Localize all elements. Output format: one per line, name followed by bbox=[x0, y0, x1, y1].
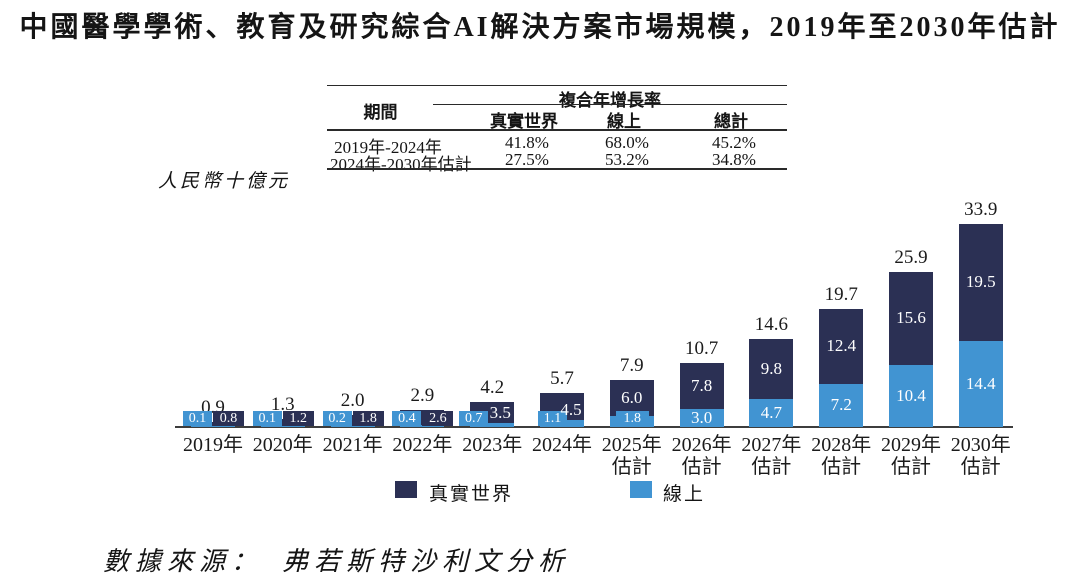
table-row1-real-world: 41.8% bbox=[505, 133, 549, 152]
bar-total-label: 19.7 bbox=[824, 283, 858, 305]
legend-swatch-online bbox=[630, 481, 652, 498]
bar-segment-real-world bbox=[609, 379, 654, 417]
value-badge-real-world: 1.2 bbox=[282, 411, 314, 426]
value-label-online: 14.4 bbox=[965, 373, 996, 393]
table-row2-total: 34.8% bbox=[712, 150, 756, 169]
x-axis-category-label: 2029年 估計 bbox=[866, 434, 956, 478]
value-badge-online: 0.1 bbox=[183, 411, 212, 426]
bar-segment-real-world bbox=[889, 271, 933, 365]
value-badge-real-world: 2.6 bbox=[422, 411, 454, 426]
table-row2-real-world: 27.5% bbox=[505, 150, 549, 169]
value-label-real-world: 15.6 bbox=[896, 308, 926, 328]
bar-segment-online bbox=[749, 398, 794, 427]
value-badge-online: 1.8 bbox=[615, 411, 649, 426]
x-axis-category-suffix: 估計 bbox=[891, 456, 931, 478]
bar-segment-online bbox=[889, 364, 933, 427]
chart-title: 中國醫學學術、教育及研究綜合AI解決方案市場規模，2019年至2030年估計 bbox=[19, 12, 1061, 43]
y-axis-unit-label: 人民幣十億元 bbox=[158, 171, 291, 192]
x-axis-category-suffix: 估計 bbox=[681, 456, 722, 478]
bar-total-label: 5.7 bbox=[550, 367, 574, 389]
value-label-real-world: 9.8 bbox=[760, 359, 783, 379]
bar-total-label: 14.6 bbox=[754, 314, 789, 336]
bar-segment-real-world bbox=[679, 362, 724, 409]
x-axis-line bbox=[175, 426, 1013, 428]
x-axis-category-label: 2022年 bbox=[392, 434, 453, 456]
value-badge-real-world: 1.8 bbox=[352, 411, 384, 426]
x-axis-category-label: 2030年 估計 bbox=[936, 434, 1026, 478]
x-axis-category-label: 2026年 估計 bbox=[657, 434, 747, 478]
bar-segment-online bbox=[260, 426, 305, 427]
table-top-rule bbox=[327, 85, 787, 86]
bar-total-label: 25.9 bbox=[894, 246, 928, 268]
table-col-header-total: 總計 bbox=[714, 112, 748, 131]
table-mid-rule bbox=[327, 129, 787, 131]
table-row2-period: 2024年-2030年估計 bbox=[330, 155, 472, 174]
bar-total-label: 10.7 bbox=[684, 337, 719, 359]
value-badge-real-world: 0.8 bbox=[213, 411, 244, 426]
table-row1-total: 45.2% bbox=[712, 133, 756, 152]
value-badge-online: 0.1 bbox=[252, 411, 282, 426]
table-period-header: 期間 bbox=[363, 103, 398, 122]
value-label-real-world: 7.8 bbox=[690, 375, 713, 395]
x-axis-category-label: 2021年 bbox=[322, 434, 383, 456]
bar-segment-online bbox=[679, 409, 724, 427]
bar-segment-online bbox=[191, 426, 235, 427]
value-label-real-world: 6.0 bbox=[621, 387, 643, 407]
x-axis-category-suffix: 估計 bbox=[611, 456, 652, 478]
bar-total-label: 33.9 bbox=[964, 198, 998, 220]
table-col-header-online: 線上 bbox=[607, 112, 641, 131]
bar-segment-online bbox=[330, 425, 375, 427]
table-cagr-underline bbox=[433, 104, 787, 105]
legend-swatch-real-world bbox=[395, 481, 417, 498]
value-badge-online: 0.2 bbox=[322, 411, 352, 426]
bar-total-label: 2.0 bbox=[340, 390, 365, 411]
x-axis-category-label: 2023年 bbox=[462, 434, 523, 456]
x-axis-category-label: 2019年 bbox=[183, 434, 243, 456]
bar-segment-online bbox=[470, 422, 515, 427]
value-label-online: 10.4 bbox=[896, 385, 926, 405]
value-label-real-world: 19.5 bbox=[965, 272, 996, 292]
data-source-note: 數據來源： 弗若斯特沙利文分析 bbox=[103, 547, 571, 576]
bar-total-label: 4.2 bbox=[480, 376, 505, 398]
x-axis-category-label: 2028年 估計 bbox=[796, 434, 886, 478]
bar-total-label: 1.3 bbox=[270, 394, 295, 416]
x-axis-category-suffix: 估計 bbox=[960, 456, 1001, 478]
table-cagr-header: 複合年增長率 bbox=[559, 91, 661, 110]
bar-segment-online bbox=[958, 340, 1003, 427]
value-badge-online: 0.7 bbox=[459, 411, 489, 426]
table-row1-period: 2019年-2024年 bbox=[334, 138, 442, 157]
x-axis-category-suffix: 估計 bbox=[751, 456, 792, 478]
value-badge-online: 0.4 bbox=[392, 411, 422, 426]
x-axis-category-label: 2025年 估計 bbox=[587, 434, 677, 478]
bar-total-label: 7.9 bbox=[619, 354, 644, 376]
x-axis-category-label: 2024年 bbox=[532, 434, 592, 456]
value-badge-online: 1.1 bbox=[538, 411, 567, 426]
legend-label-real-world: 真實世界 bbox=[429, 484, 514, 505]
legend-label-online: 線上 bbox=[663, 484, 706, 505]
bar-segment-online bbox=[819, 383, 864, 427]
x-axis-category-suffix: 估計 bbox=[821, 456, 862, 478]
table-col-header-real-world: 真實世界 bbox=[490, 112, 558, 131]
table-row2-online: 53.2% bbox=[605, 150, 649, 169]
value-label-real-world: 3.5 bbox=[489, 403, 511, 423]
value-label-online: 7.2 bbox=[830, 395, 852, 415]
x-axis-category-label: 2020年 bbox=[252, 434, 313, 456]
bar-segment-real-world bbox=[749, 339, 794, 399]
value-label-real-world: 12.4 bbox=[826, 336, 857, 356]
x-axis-category-label: 2027年 估計 bbox=[726, 434, 816, 478]
bar-total-label: 2.9 bbox=[410, 384, 435, 406]
bar-segment-real-world bbox=[958, 223, 1003, 341]
value-label-real-world: 4.5 bbox=[560, 399, 582, 419]
table-row1-online: 68.0% bbox=[605, 133, 649, 152]
value-label-online: 4.7 bbox=[760, 402, 783, 422]
value-label-online: 3.0 bbox=[690, 408, 713, 427]
bar-segment-real-world bbox=[819, 308, 864, 384]
table-bottom-rule bbox=[327, 168, 787, 170]
